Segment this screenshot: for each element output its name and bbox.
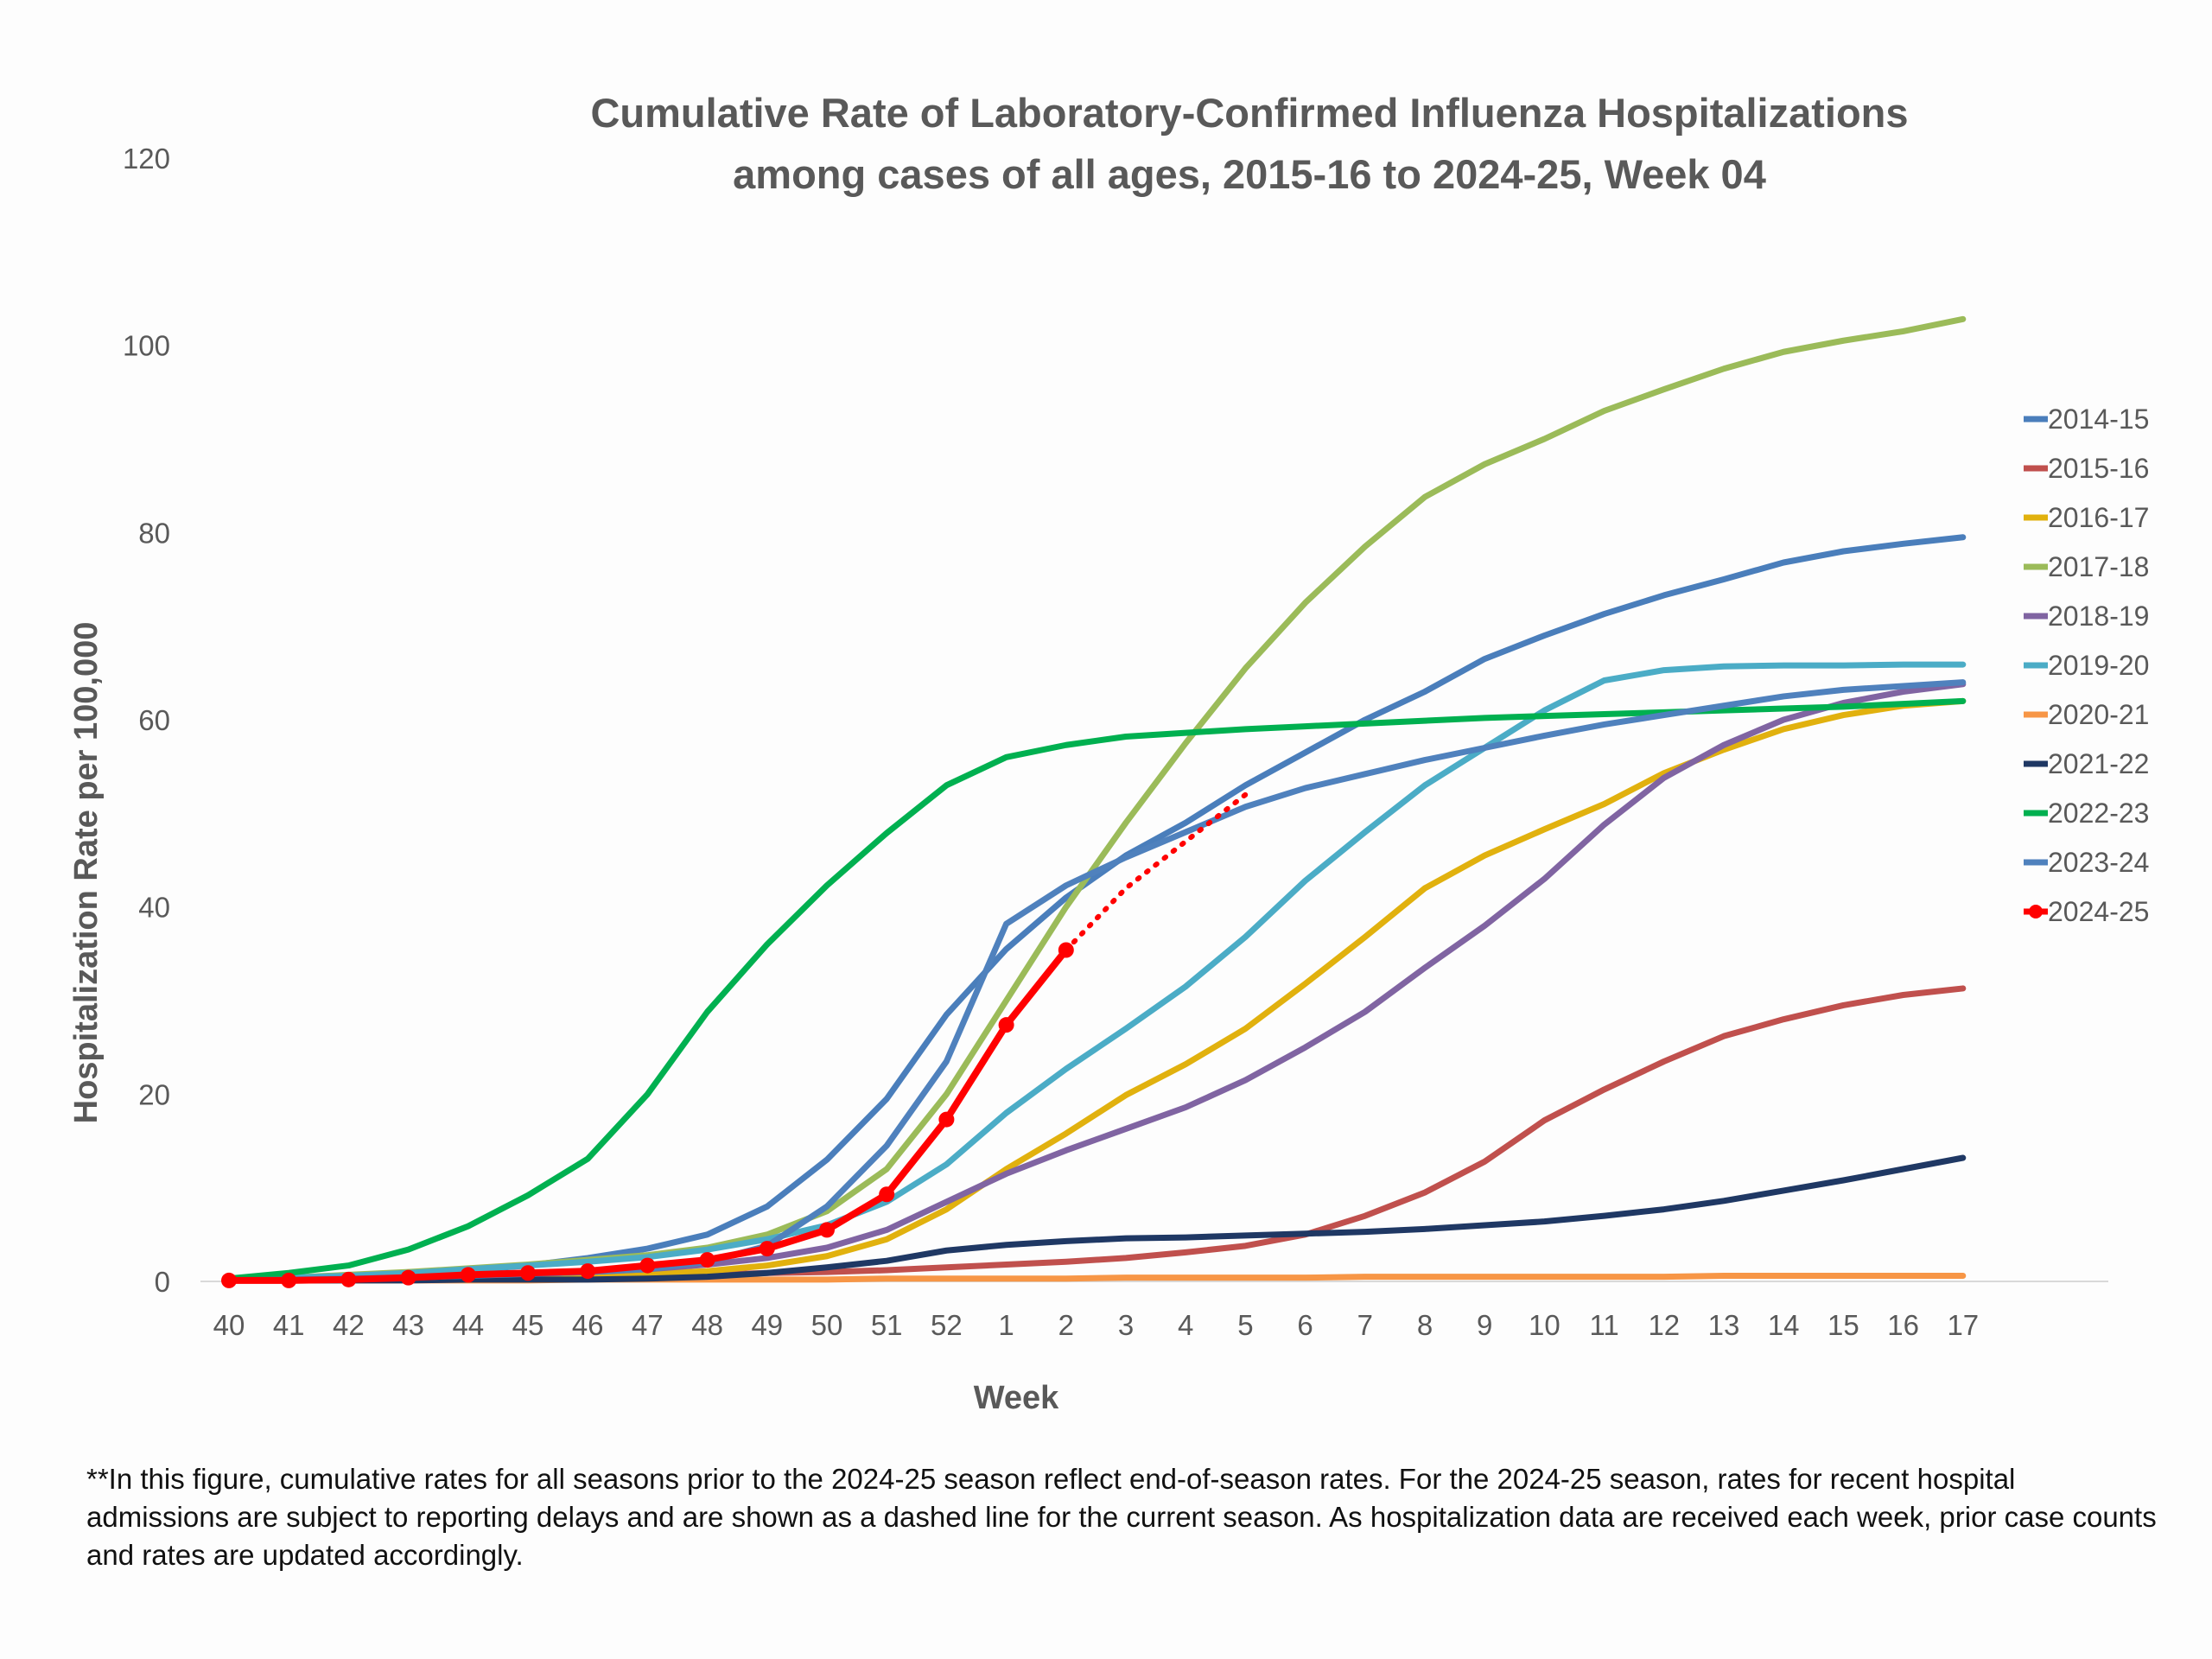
- x-tick-label: 1: [998, 1309, 1014, 1341]
- x-tick-label: 48: [691, 1309, 723, 1341]
- series-line-2015-16: [226, 985, 1967, 1284]
- x-tick-label: 51: [871, 1309, 903, 1341]
- series-point-2024-25: [639, 1257, 656, 1274]
- x-tick-label: 44: [452, 1309, 484, 1341]
- x-tick-label: 40: [213, 1309, 245, 1341]
- chart-title-line-2: among cases of all ages, 2015-16 to 2024…: [733, 151, 1766, 197]
- series-point-2024-25: [400, 1269, 416, 1286]
- plot-series: [221, 315, 1967, 1288]
- x-tick-label: 49: [751, 1309, 783, 1341]
- series-line-2023-24: [226, 679, 1967, 1284]
- series-point-2024-25: [1058, 942, 1074, 958]
- x-tick-label: 17: [1947, 1309, 1979, 1341]
- legend-item: 2022-23: [2024, 798, 2149, 829]
- legend-item: 2018-19: [2024, 601, 2149, 632]
- x-tick-label: 15: [1827, 1309, 1859, 1341]
- x-tick-label: 8: [1417, 1309, 1433, 1341]
- legend-item: 2015-16: [2024, 453, 2149, 484]
- x-tick-label: 43: [392, 1309, 424, 1341]
- y-tick-label: 20: [138, 1078, 170, 1110]
- series-point-2024-25: [221, 1272, 237, 1288]
- series-dashed-extension-2024-25: [1063, 791, 1249, 953]
- x-tick-label: 42: [333, 1309, 365, 1341]
- legend-label: 2022-23: [2048, 798, 2149, 829]
- legend-item: 2023-24: [2024, 847, 2149, 878]
- legend-label: 2024-25: [2048, 896, 2149, 927]
- legend-item: 2017-18: [2024, 551, 2149, 582]
- chart-title-line-1: Cumulative Rate of Laboratory-Confirmed …: [590, 90, 1908, 136]
- footnote: **In this figure, cumulative rates for a…: [86, 1463, 2157, 1571]
- x-tick-label: 52: [931, 1309, 963, 1341]
- x-tick-label: 50: [811, 1309, 843, 1341]
- series-line-2021-22: [226, 1154, 1967, 1284]
- x-tick-label: 2: [1058, 1309, 1074, 1341]
- x-tick-label: 45: [512, 1309, 544, 1341]
- series-line-2017-18: [226, 315, 1967, 1283]
- x-tick-label: 16: [1887, 1309, 1919, 1341]
- legend-item: 2020-21: [2024, 699, 2149, 730]
- legend-label: 2020-21: [2048, 699, 2149, 730]
- y-tick-label: 80: [138, 517, 170, 549]
- legend-label: 2015-16: [2048, 453, 2149, 484]
- series-point-2024-25: [998, 1017, 1014, 1033]
- series-point-2024-25: [819, 1222, 835, 1238]
- series-point-2024-25: [699, 1252, 715, 1268]
- legend-label: 2018-19: [2048, 601, 2149, 632]
- legend-marker: [2029, 905, 2043, 918]
- series-point-2024-25: [520, 1265, 536, 1281]
- legend-label: 2014-15: [2048, 404, 2149, 435]
- series-point-2024-25: [281, 1272, 297, 1288]
- series-point-2024-25: [938, 1111, 955, 1128]
- y-tick-label: 0: [155, 1266, 170, 1298]
- series-point-2024-25: [340, 1271, 357, 1287]
- series-point-2024-25: [460, 1267, 476, 1283]
- x-tick-label: 7: [1357, 1309, 1373, 1341]
- series-line-2014-15: [226, 534, 1967, 1283]
- x-tick-label: 47: [632, 1309, 664, 1341]
- legend: 2014-15 2015-16 2016-17 2017-18 2018-19 2019-…: [2024, 404, 2149, 927]
- legend-item: 2024-25: [2024, 896, 2149, 927]
- x-tick-label: 6: [1297, 1309, 1313, 1341]
- legend-item: 2014-15: [2024, 404, 2149, 435]
- x-tick-label: 11: [1589, 1309, 1618, 1341]
- x-tick-label: 41: [273, 1309, 305, 1341]
- y-tick-label: 60: [138, 704, 170, 736]
- y-tick-label: 40: [138, 892, 170, 924]
- x-axis-label: Week: [974, 1380, 1059, 1416]
- y-tick-label: 100: [123, 330, 170, 362]
- y-tick-label: 120: [123, 143, 170, 175]
- legend-label: 2019-20: [2048, 650, 2149, 681]
- y-axis: 0 20 40 60 80 100 120: [123, 143, 170, 1298]
- legend-label: 2016-17: [2048, 502, 2149, 533]
- legend-label: 2017-18: [2048, 551, 2149, 582]
- x-tick-label: 4: [1178, 1309, 1193, 1341]
- legend-item: 2021-22: [2024, 748, 2149, 779]
- y-axis-label: Hospitalization Rate per 100,000: [68, 622, 105, 1124]
- x-tick-label: 3: [1118, 1309, 1134, 1341]
- series-line-2019-20: [226, 661, 1967, 1283]
- legend-label: 2023-24: [2048, 847, 2149, 878]
- series-point-2024-25: [580, 1263, 596, 1280]
- series-line-2018-19: [226, 681, 1967, 1284]
- x-tick-label: 14: [1768, 1309, 1800, 1341]
- x-tick-label: 12: [1648, 1309, 1680, 1341]
- x-tick-label: 13: [1708, 1309, 1740, 1341]
- series-line-2016-17: [226, 697, 1967, 1284]
- x-tick-label: 10: [1529, 1309, 1560, 1341]
- x-tick-label: 9: [1477, 1309, 1492, 1341]
- x-tick-label: 46: [572, 1309, 604, 1341]
- legend-label: 2021-22: [2048, 748, 2149, 779]
- series-line-2022-23: [226, 697, 1967, 1282]
- legend-item: 2019-20: [2024, 650, 2149, 681]
- series-point-2024-25: [879, 1186, 895, 1203]
- series-point-2024-25: [759, 1241, 775, 1257]
- x-axis: 40 41 42 43 44 45 46 47 48 49 50 51 52 1 2 3 4 5 6 7 8 9 10 11 1…: [200, 1281, 2108, 1341]
- x-tick-label: 5: [1237, 1309, 1253, 1341]
- legend-item: 2016-17: [2024, 502, 2149, 533]
